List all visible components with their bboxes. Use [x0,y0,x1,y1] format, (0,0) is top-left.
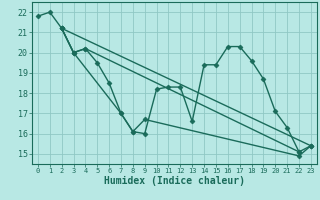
X-axis label: Humidex (Indice chaleur): Humidex (Indice chaleur) [104,176,245,186]
